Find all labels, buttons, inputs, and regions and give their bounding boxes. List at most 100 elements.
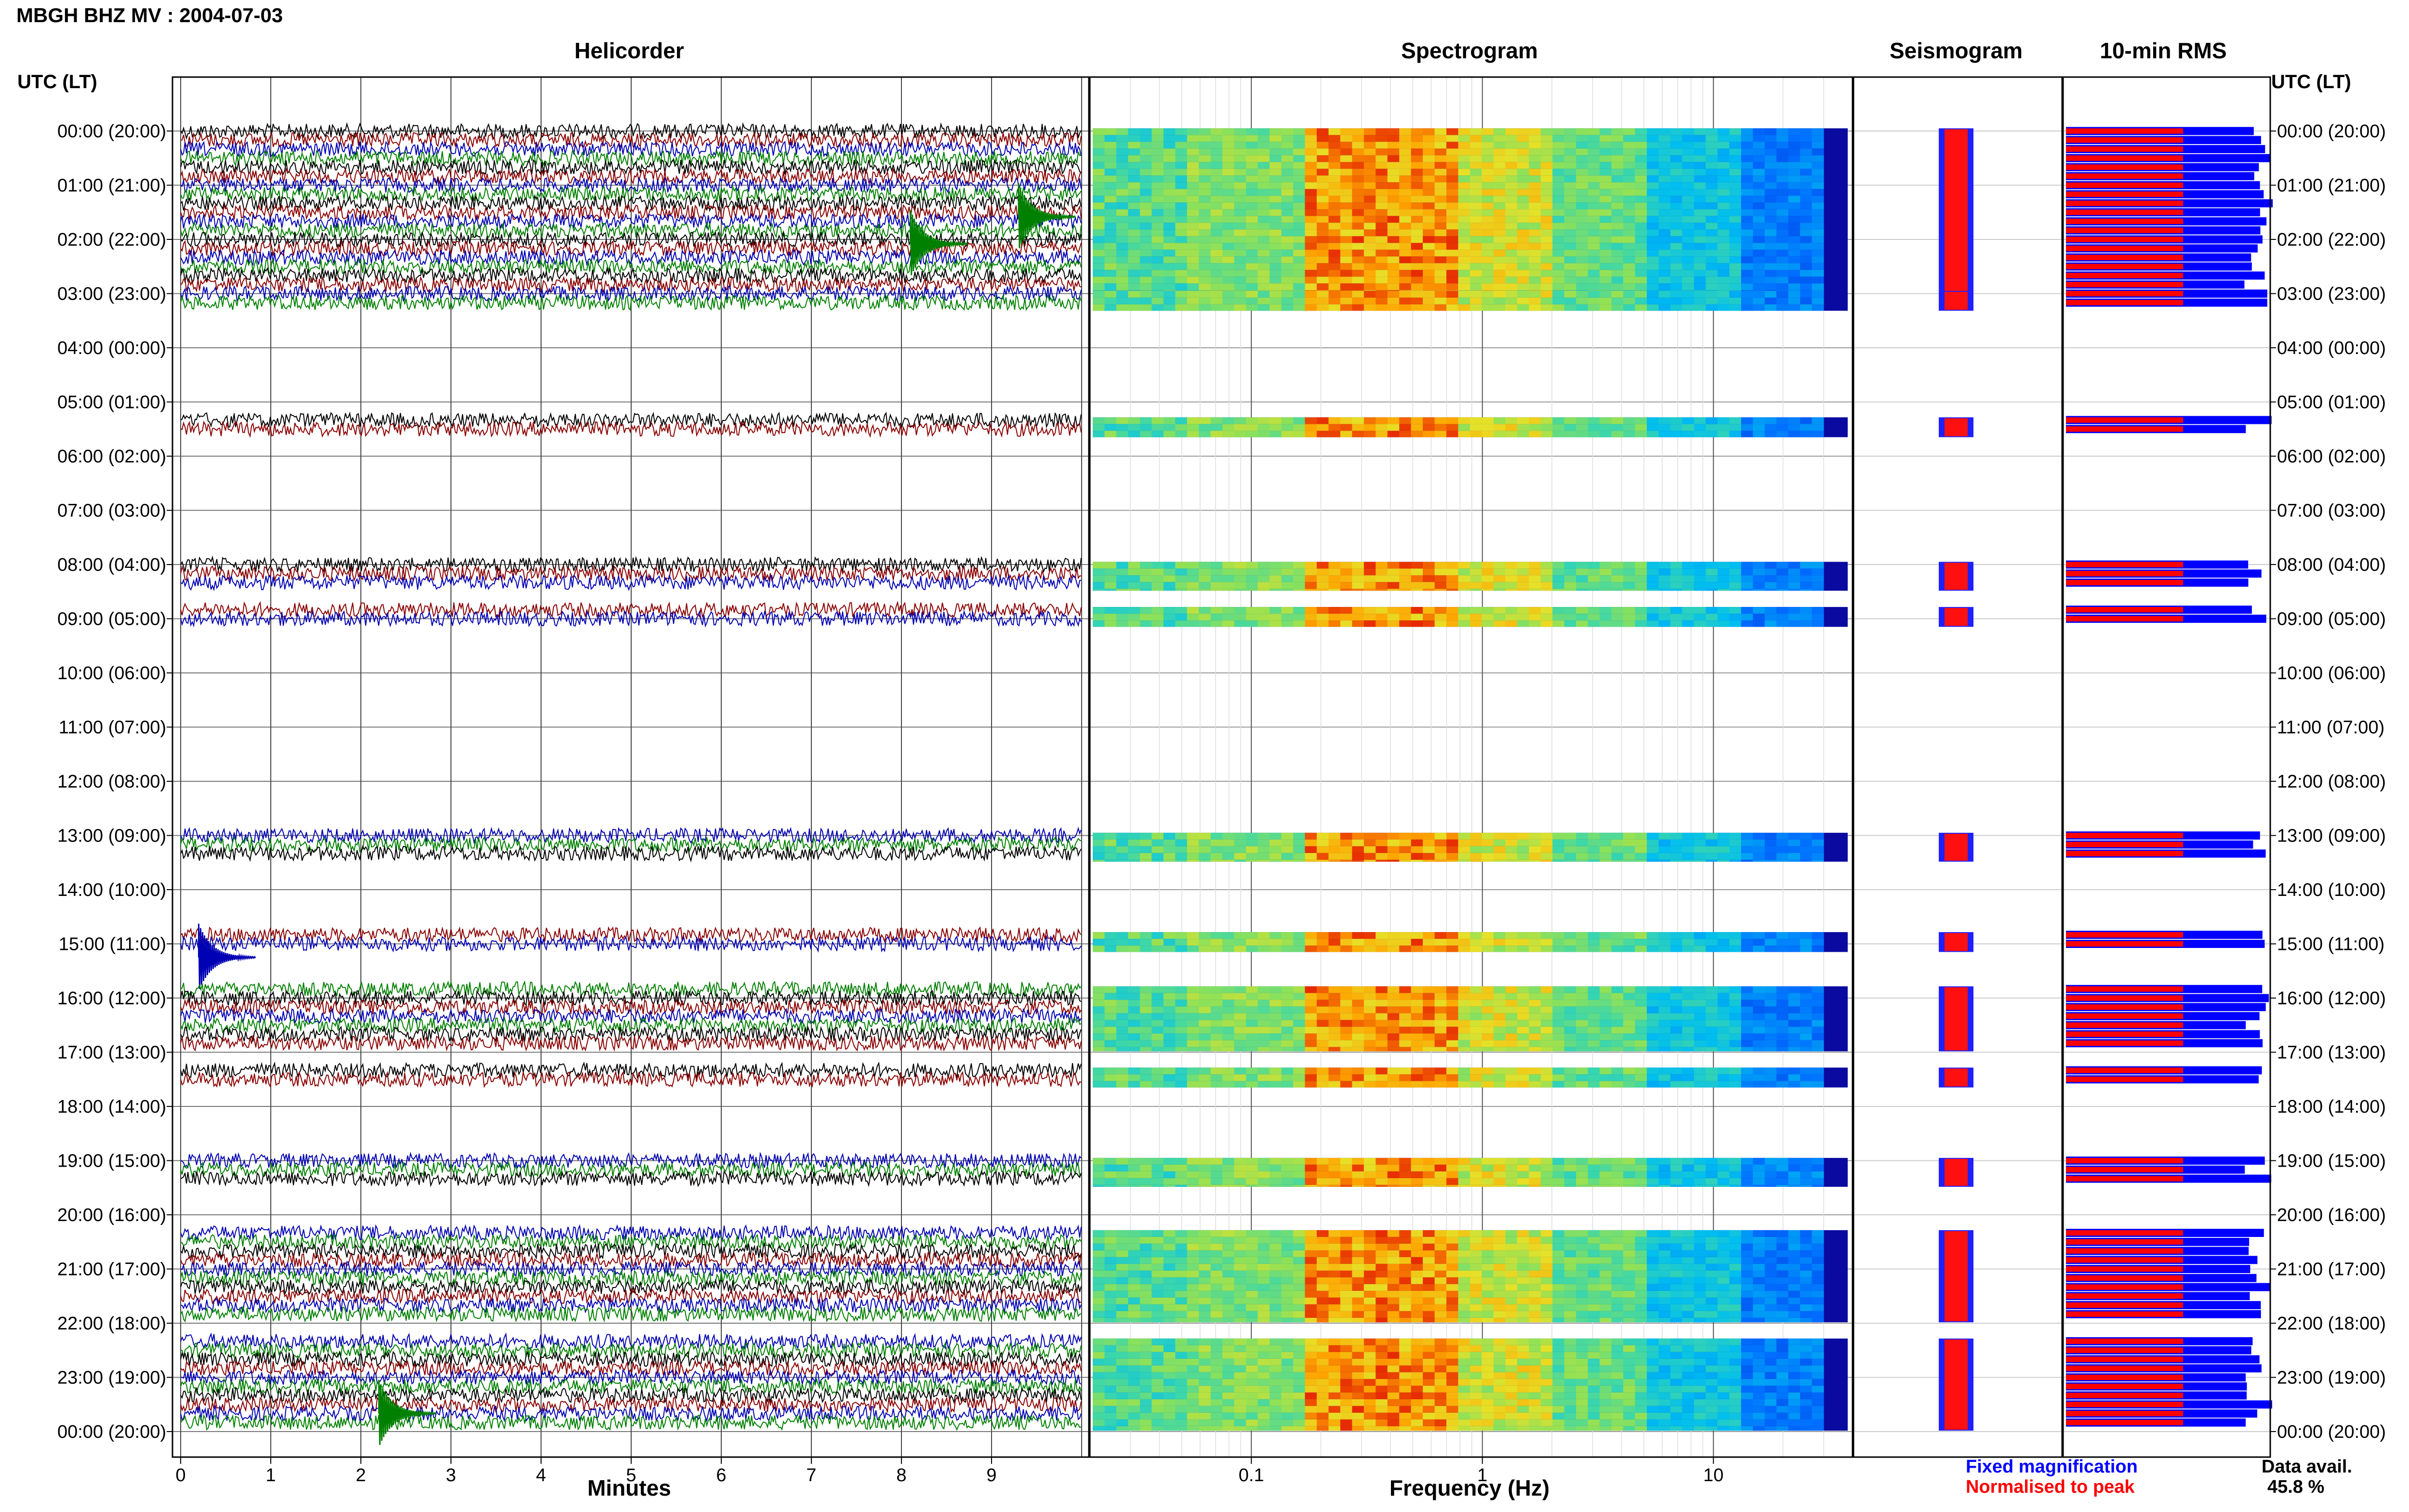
spectrogram-cell [1363,169,1376,176]
spectrogram-cell [1222,135,1235,142]
spectrogram-cell [1340,939,1352,946]
spectrogram-cell [1104,853,1117,860]
spectrogram-cell [1222,189,1235,196]
spectrogram-cell [1316,223,1329,230]
spectrogram-cell [1363,839,1376,846]
spectrogram-cell [1234,135,1246,142]
spectrogram-cell [1635,424,1647,431]
spectrogram-cell [1505,155,1518,162]
spectrogram-cell [1423,568,1435,576]
spectrogram-cell [1316,1013,1329,1020]
spectrogram-cell [1600,1033,1612,1040]
spectrogram-cell [1505,1250,1518,1257]
spectrogram-cell [1199,1257,1211,1264]
spectrogram-cell [1152,182,1164,189]
spectrogram-cell [1352,1020,1364,1027]
spectrogram-cell [1482,1284,1494,1291]
spectrogram-cell [1470,1263,1482,1271]
spectrogram-cell [1128,424,1140,431]
spectrogram-cell [1199,1284,1211,1291]
spectrogram-cell [1352,999,1364,1007]
spectrogram-cell [1764,128,1777,135]
spectrogram-cell [1246,236,1258,243]
spectrogram-cell [1552,1178,1565,1185]
spectrogram-cell [1635,986,1647,993]
spectrogram-cell [1434,1074,1447,1081]
spectrogram-cell [1376,1290,1388,1298]
spectrogram-cell [1234,229,1246,237]
spectrogram-cell [1753,839,1765,846]
spectrogram-cell [1246,1277,1258,1284]
spectrogram-cell [1493,297,1506,304]
spectrogram-cell [1717,1290,1730,1298]
spectrogram-cell [1222,290,1235,298]
spectrogram-cell [1764,1067,1777,1075]
spectrogram-cell [1423,1277,1435,1284]
spectrogram-cell [1352,223,1364,230]
spectrogram-cell [1694,1236,1706,1244]
spectrogram-cell [1411,196,1423,203]
spectrogram-cell [1729,1164,1742,1171]
spectrogram-cell [1741,620,1753,627]
spectrogram-cell [1434,568,1447,576]
spectrogram-cell [1670,263,1682,270]
spectrogram-cell [1788,236,1800,243]
spectrogram-cell [1470,1074,1482,1081]
spectrogram-cell [1305,853,1317,860]
spectrogram-cell [1812,568,1824,576]
spectrogram-cell [1305,209,1317,216]
spectrogram-cell [1163,1230,1176,1237]
spectrogram-cell [1423,620,1435,627]
spectrogram-cell [1470,417,1482,424]
spectrogram-cell [1363,946,1376,952]
spectrogram-cell [1104,297,1117,304]
spectrogram-cell [1423,1236,1435,1244]
spectrogram-cell [1175,1184,1188,1187]
spectrogram-cell [1446,993,1459,1000]
spectrogram-cell [1305,939,1317,946]
spectrogram-cell [1482,1184,1494,1187]
spectrogram-cell [1222,431,1235,437]
spectrogram-cell [1670,1020,1682,1027]
spectrogram-cell [1399,607,1412,614]
spectrogram-cell [1493,1230,1506,1237]
spectrogram-cell [1139,1263,1152,1271]
spectrogram-cell [1423,189,1435,196]
spectrogram-cell [1281,1178,1294,1185]
spectrogram-cell [1540,614,1553,621]
spectrogram-cell [1340,582,1352,589]
spectrogram-cell [1246,135,1258,142]
spectrogram-cell [1776,169,1789,176]
spectrogram-cell [1717,993,1730,1000]
spectrogram-cell [1529,932,1541,939]
spectrogram-cell [1517,142,1529,149]
spectrogram-cell [1376,182,1388,189]
spectrogram-cell [1788,169,1800,176]
spectrogram-cell [1764,999,1777,1007]
spectrogram-cell [1210,1270,1223,1277]
spectrogram-cell [1104,1157,1117,1165]
spectrogram-cell [1717,304,1730,311]
spectrogram-cell [1505,832,1518,840]
spectrogram-cell [1187,986,1199,993]
spectrogram-cell [1093,1033,1105,1040]
spectrogram-cell [1517,297,1529,304]
spectrogram-cell [1234,142,1246,149]
spectrogram-cell [1564,575,1576,582]
spectrogram-cell [1682,196,1694,203]
spectrogram-cell [1482,182,1494,189]
spectrogram-cell [1706,236,1718,243]
spectrogram-cell [1788,1026,1800,1034]
spectrogram-cell [1128,1250,1140,1257]
spectrogram-cell [1328,182,1341,189]
spectrogram-cell [1328,1243,1341,1250]
spectrogram-cell [1199,939,1211,946]
spectrogram-cell [1210,128,1223,135]
spectrogram-cell [1352,568,1364,576]
spectrogram-cell [1741,297,1753,304]
spectrogram-cell [1540,270,1553,277]
spectrogram-cell [1434,1040,1447,1047]
spectrogram-cell [1411,256,1423,263]
spectrogram-cell [1517,1230,1529,1237]
spectrogram-cell [1281,1026,1294,1034]
